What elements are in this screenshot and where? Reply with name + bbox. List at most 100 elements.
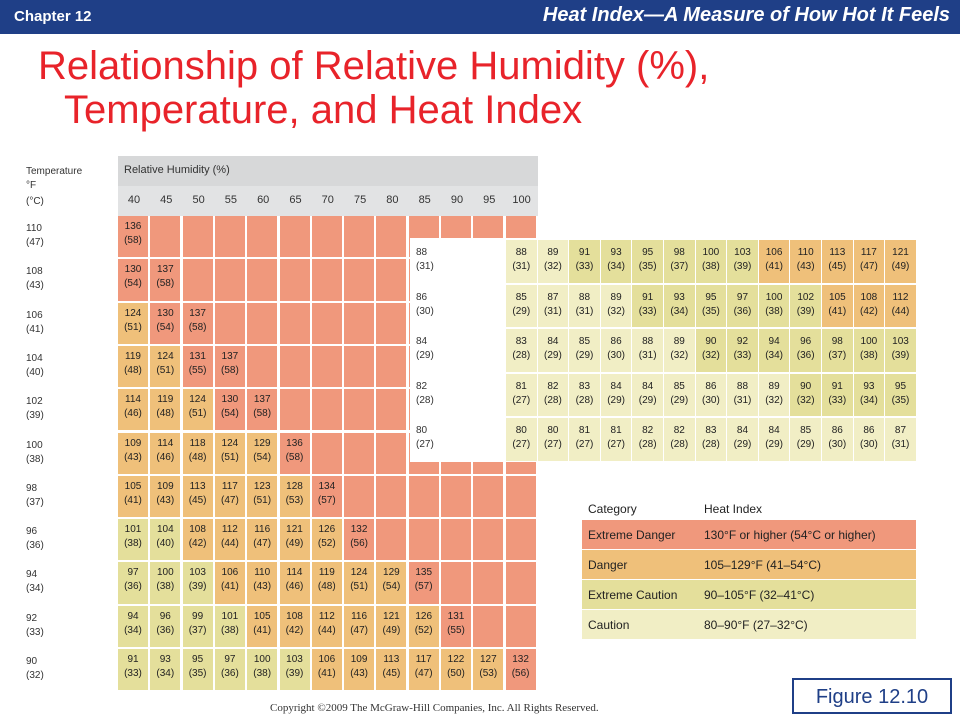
table-cell: 99 (37) (182, 605, 214, 648)
temperature-f: 84 (416, 336, 428, 347)
table-cell-empty (344, 345, 376, 389)
heat-index-header: Heat Index (704, 502, 763, 516)
humidity-axis-label: Relative Humidity (%) (124, 164, 230, 176)
temperature-f: 88 (416, 247, 428, 258)
table-cell: 97 (36) (118, 562, 149, 605)
table-cell-empty (182, 259, 214, 302)
inset-cell: 95 (35) (885, 373, 916, 416)
inset-cell: 100 (38) (758, 284, 790, 327)
table-cell: 105 (41) (247, 605, 279, 648)
table-cell: 106 (41) (214, 562, 246, 605)
table-cell: 93 (34) (150, 649, 182, 692)
temperature-c: (40) (26, 366, 44, 378)
table-cell-empty (279, 259, 311, 302)
table-cell: 130 (54) (150, 302, 182, 345)
temperature-c: (29) (416, 350, 434, 361)
inset-cell: 96 (36) (790, 329, 821, 372)
inset-cell: 95 (35) (695, 284, 727, 327)
inset-cell: 82 (28) (664, 418, 695, 461)
temperature-label: 94 (34) (26, 568, 66, 596)
inset-cell: 90 (32) (695, 329, 727, 372)
table-cell: 119 (48) (150, 389, 182, 432)
table-cell: 123 (51) (247, 475, 279, 519)
table-cell-empty (247, 345, 279, 389)
inset-cell: 86 (30) (600, 329, 632, 372)
table-cell: 124 (51) (344, 562, 376, 605)
temperature-c: (28) (416, 394, 434, 406)
table-cell: 101 (38) (118, 519, 149, 562)
temperature-label: 100 (38) (26, 439, 66, 467)
category-header-row: Category Heat Index (582, 494, 916, 524)
table-cell: 136 (58) (279, 432, 311, 475)
category-row: Extreme Caution 90–105°F (32–41°C) (582, 580, 916, 609)
inset-cell: 105 (41) (822, 284, 853, 327)
inset-cell: 84 (29) (600, 373, 632, 416)
inset-cell: 87 (31) (885, 418, 916, 461)
inset-cell: 92 (33) (727, 329, 758, 372)
temperature-c: (32) (26, 670, 44, 681)
inset-cell: 89 (32) (758, 373, 790, 416)
temperature-f: 110 (26, 223, 42, 234)
table-cell: 109 (43) (118, 432, 149, 475)
humidity-value: 50 (192, 194, 205, 206)
table-cell-empty (279, 389, 311, 432)
category-heat-index: 80–90°F (27–32°C) (704, 618, 808, 632)
temperature-label: 106 (41) (26, 309, 66, 337)
inset-cell: 94 (34) (758, 329, 790, 372)
inset-cell: 98 (37) (664, 240, 695, 283)
table-cell-empty (408, 475, 440, 519)
temperature-f: 98 (26, 482, 38, 494)
inset-cell: 89 (32) (600, 284, 632, 327)
temperature-label: 98 (37) (26, 482, 66, 510)
temperature-c: (37) (26, 496, 44, 508)
temperature-c: (31) (416, 261, 434, 272)
table-cell-empty (376, 216, 408, 259)
inset-cell: 88 (31) (506, 240, 537, 283)
table-cell: 103 (39) (279, 649, 311, 692)
inset-cell: 81 (27) (569, 418, 600, 461)
inset-cell: 84 (29) (537, 329, 569, 372)
category-name: Extreme Danger (588, 528, 676, 542)
inset-cell: 87 (31) (537, 284, 569, 327)
table-cell: 113 (45) (376, 649, 408, 692)
table-cell: 126 (52) (408, 605, 440, 648)
table-cell: 103 (39) (182, 562, 214, 605)
table-cell: 136 (58) (118, 216, 149, 259)
table-cell: 116 (47) (344, 605, 376, 648)
temperature-f: 102 (26, 396, 43, 408)
table-cell-empty (376, 519, 408, 562)
inset-cell: 93 (34) (664, 284, 695, 327)
table-cell-empty (344, 475, 376, 519)
table-cell-empty (376, 345, 408, 389)
table-cell: 104 (40) (150, 519, 182, 562)
table-cell: 124 (51) (118, 302, 149, 345)
table-cell: 135 (57) (408, 562, 440, 605)
temperature-c: (34) (26, 583, 44, 595)
inset-cell: 85 (29) (569, 329, 600, 372)
temperature-f: 86 (416, 291, 428, 303)
slide-title: Relationship of Relative Humidity (%), T… (38, 44, 709, 132)
humidity-value: 55 (224, 194, 238, 206)
temperature-f: 82 (416, 380, 428, 392)
table-cell-empty (311, 389, 343, 432)
table-cell: 124 (51) (182, 389, 214, 432)
temperature-f: 94 (26, 569, 38, 581)
inset-cell: 91 (33) (822, 373, 853, 416)
inset-cell: 83 (28) (569, 373, 600, 416)
temperature-label: 102 (39) (26, 395, 66, 423)
inset-cell: 85 (29) (790, 418, 821, 461)
table-cell: 137 (58) (247, 389, 279, 432)
inset-cell: 100 (38) (695, 240, 727, 283)
category-name: Caution (588, 618, 630, 632)
inset-cell: 80 (27) (506, 418, 537, 461)
table-cell: 134 (57) (311, 475, 343, 519)
table-cell-empty (279, 216, 311, 259)
temperature-f: 106 (26, 309, 43, 321)
table-cell: 124 (51) (150, 345, 182, 389)
table-cell: 131 (55) (441, 605, 472, 648)
table-cell-empty (311, 259, 343, 302)
inset-temperature-label: 86 (30) (416, 291, 434, 319)
inset-cell: 84 (29) (758, 418, 790, 461)
table-cell: 117 (47) (408, 649, 440, 692)
table-cell-empty (344, 432, 376, 475)
